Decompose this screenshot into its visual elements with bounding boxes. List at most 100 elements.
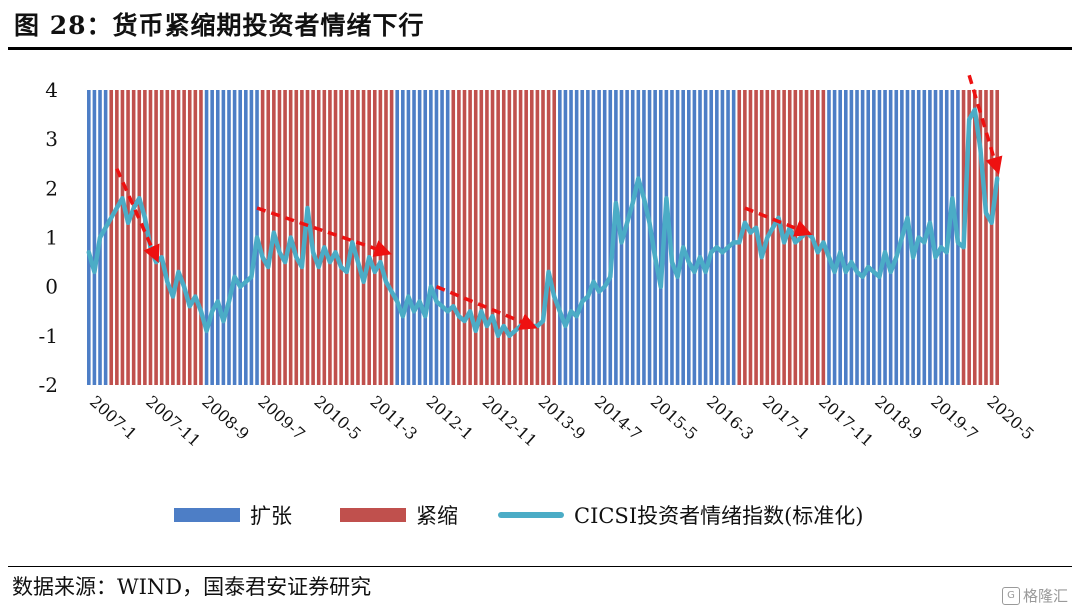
tighten-bar	[972, 90, 977, 385]
tighten-bar	[300, 90, 304, 385]
tighten-bar	[260, 90, 265, 385]
tighten-bar	[501, 90, 506, 385]
expand-bar	[401, 90, 405, 385]
expand-bar	[227, 90, 231, 385]
expand-bar	[715, 90, 719, 385]
legend: 扩张 紧缩 CICSI投资者情绪指数(标准化)	[0, 500, 1080, 534]
tighten-bar	[361, 90, 366, 385]
expand-bar	[445, 90, 450, 385]
expand-bar	[860, 90, 865, 385]
expand-bar	[440, 90, 444, 385]
expand-bar	[726, 90, 730, 385]
x-tick-label: 2016-3	[703, 392, 758, 444]
expand-bar	[630, 90, 635, 385]
expand-bar	[608, 90, 613, 385]
tighten-bar	[378, 90, 383, 385]
tighten-bar	[967, 90, 971, 385]
expand-bar	[625, 90, 629, 385]
expand-bar	[569, 90, 573, 385]
legend-label-line: CICSI投资者情绪指数(标准化)	[574, 504, 864, 528]
tighten-bar	[294, 90, 299, 385]
expand-bar	[221, 90, 226, 385]
source-rule	[8, 566, 1072, 567]
tighten-bar	[199, 90, 203, 385]
trend-arrow	[967, 74, 1003, 175]
tighten-bar	[389, 90, 394, 385]
expand-bar	[597, 90, 601, 385]
expand-bar	[423, 90, 428, 385]
watermark-logo-icon: G	[1001, 586, 1020, 605]
x-tick-label: 2009-7	[254, 392, 309, 444]
expand-bar	[720, 90, 725, 385]
tighten-bar	[182, 90, 186, 385]
expand-bar	[103, 90, 108, 385]
expand-bar	[591, 90, 596, 385]
expand-bar	[832, 90, 837, 385]
expand-bar	[894, 90, 899, 385]
legend-swatch-tighten	[340, 508, 406, 522]
expand-bar	[658, 90, 663, 385]
tighten-bar	[473, 90, 478, 385]
expand-bar	[692, 90, 697, 385]
tighten-bar	[171, 90, 175, 385]
tighten-bar	[490, 90, 495, 385]
expand-bar	[558, 90, 562, 385]
tighten-bar	[120, 90, 125, 385]
tighten-bar	[126, 90, 130, 385]
tighten-bar	[457, 90, 461, 385]
watermark-text: 格隆汇	[1022, 587, 1068, 605]
trend-arrow	[435, 285, 538, 330]
legend-item-expand: 扩张	[174, 500, 292, 530]
y-tick-label: 1	[45, 226, 58, 250]
expand-bar	[883, 90, 887, 385]
expand-bar	[434, 90, 439, 385]
tighten-bar	[541, 90, 545, 385]
legend-item-line: CICSI投资者情绪指数(标准化)	[498, 500, 864, 530]
tighten-bar	[524, 90, 528, 385]
tighten-bar	[316, 90, 321, 385]
tighten-bar	[165, 90, 170, 385]
chart-title: 图 28：货币紧缩期投资者情绪下行	[14, 11, 425, 40]
tighten-bar	[787, 90, 792, 385]
expand-bar	[653, 90, 657, 385]
tighten-bar	[535, 90, 540, 385]
expand-bar	[417, 90, 422, 385]
expand-bar	[872, 90, 876, 385]
y-tick-label: 0	[45, 275, 58, 299]
expand-bar	[580, 90, 585, 385]
x-tick-label: 2012-1	[423, 392, 478, 444]
expand-bar	[244, 90, 248, 385]
x-tick-label: 2014-7	[591, 392, 646, 444]
tighten-bar	[283, 90, 287, 385]
expand-bar	[675, 90, 680, 385]
x-tick-label: 2007-1	[86, 392, 141, 444]
expand-bar	[698, 90, 702, 385]
tighten-bar	[372, 90, 377, 385]
tighten-bar	[462, 90, 467, 385]
y-tick-label: 2	[45, 176, 58, 200]
expand-bar	[395, 90, 399, 385]
legend-item-tighten: 紧缩	[340, 500, 458, 530]
expand-bar	[838, 90, 842, 385]
expand-bar	[855, 90, 859, 385]
expand-bar	[877, 90, 882, 385]
tighten-bar	[978, 90, 983, 385]
tighten-bar	[743, 90, 747, 385]
tighten-bar	[350, 90, 355, 385]
tighten-bar	[804, 90, 809, 385]
expand-bar	[238, 90, 242, 385]
expand-bar	[844, 90, 848, 385]
tighten-bar	[468, 90, 472, 385]
expand-bar	[429, 90, 433, 385]
tighten-bar	[322, 90, 327, 385]
tighten-bar	[137, 90, 142, 385]
tighten-bar	[367, 90, 371, 385]
tighten-bar	[356, 90, 360, 385]
tighten-bar	[771, 90, 775, 385]
expand-bar	[827, 90, 831, 385]
tighten-bar	[384, 90, 388, 385]
tighten-bar	[193, 90, 198, 385]
series-line-cicsi	[86, 107, 1000, 339]
regime-bars	[87, 90, 999, 385]
